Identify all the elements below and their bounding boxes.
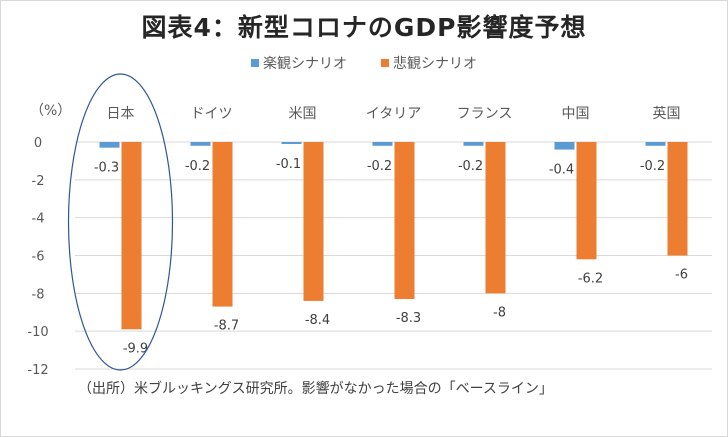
x-category-label: ドイツ — [191, 106, 233, 122]
data-label-pessimistic: -8.4 — [305, 313, 330, 328]
legend-item-optimistic: 楽観シナリオ — [251, 53, 347, 73]
bar-pessimistic — [303, 142, 324, 301]
data-label-optimistic: -0.2 — [185, 159, 210, 174]
data-label-pessimistic: -8.3 — [396, 311, 421, 326]
y-tick-label: -8 — [32, 287, 45, 302]
x-category-label: 中国 — [562, 106, 590, 122]
legend-swatch-pessimistic — [381, 59, 389, 67]
data-label-optimistic: -0.2 — [367, 159, 392, 174]
bar-pessimistic — [212, 142, 233, 307]
legend-label-pessimistic: 悲観シナリオ — [393, 56, 477, 72]
bar-pessimistic — [394, 142, 415, 300]
y-tick-label: -2 — [32, 174, 45, 189]
data-label-optimistic: -0.1 — [276, 157, 301, 172]
x-category-label: フランス — [457, 106, 513, 122]
data-label-optimistic: -0.2 — [640, 159, 665, 174]
x-category-label: イタリア — [366, 106, 421, 122]
data-label-optimistic: -0.4 — [549, 163, 574, 178]
data-label-optimistic: -0.2 — [458, 159, 483, 174]
legend-swatch-optimistic — [251, 59, 259, 67]
chart-title: 図表4：新型コロナのGDP影響度予想 — [141, 13, 587, 42]
y-axis-unit-label: （%） — [30, 103, 72, 119]
data-label-pessimistic: -8.7 — [214, 319, 239, 334]
y-tick-label: -12 — [27, 363, 48, 378]
bar-optimistic — [99, 142, 120, 148]
bar-optimistic — [645, 142, 666, 146]
data-label-pessimistic: -9.9 — [123, 341, 148, 356]
bar-optimistic — [281, 142, 302, 144]
y-tick-label: -4 — [32, 212, 45, 227]
bar-pessimistic — [576, 142, 597, 260]
bar-pessimistic — [485, 142, 506, 294]
y-tick-label: 0 — [34, 136, 42, 151]
x-category-label: 英国 — [653, 105, 681, 122]
bar-optimistic — [190, 142, 211, 146]
y-tick-label: -6 — [32, 250, 45, 265]
x-category-label: 米国 — [289, 106, 317, 122]
data-label-pessimistic: -8 — [493, 305, 506, 320]
legend-item-pessimistic: 悲観シナリオ — [381, 53, 477, 73]
data-label-pessimistic: -6 — [675, 268, 688, 283]
source-note: （出所）米ブルッキングス研究所。影響がなかった場合の「ベースライン」 — [78, 381, 553, 397]
data-label-pessimistic: -6.2 — [578, 271, 603, 286]
x-category-label: 日本 — [107, 106, 135, 122]
bar-optimistic — [554, 142, 575, 150]
y-tick-label: -10 — [27, 325, 48, 340]
chart-legend: 楽観シナリオ 悲観シナリオ — [0, 53, 728, 73]
bar-pessimistic — [667, 142, 688, 256]
bar-pessimistic — [121, 142, 142, 330]
bar-optimistic — [372, 142, 393, 146]
data-label-optimistic: -0.3 — [94, 161, 119, 176]
bar-optimistic — [463, 142, 484, 146]
highlight-ellipse — [67, 73, 174, 371]
legend-label-optimistic: 楽観シナリオ — [263, 56, 347, 72]
